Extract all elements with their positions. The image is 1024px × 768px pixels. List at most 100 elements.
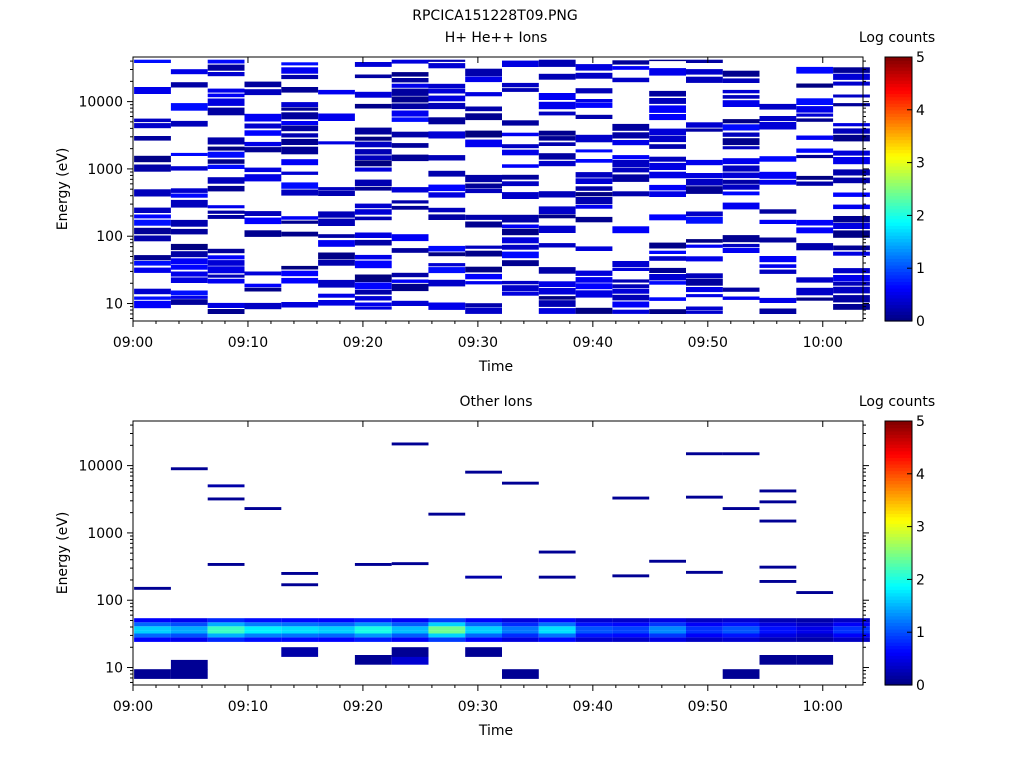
data-cell <box>759 565 797 569</box>
data-cell <box>612 496 650 500</box>
data-cell <box>465 214 502 220</box>
panel-2-plot-frame <box>132 420 864 686</box>
data-cell <box>759 156 797 162</box>
data-cell <box>759 626 797 631</box>
data-cell <box>134 260 171 266</box>
colorbar-segment <box>885 665 912 670</box>
data-cell <box>170 193 208 198</box>
colorbar-segment <box>885 539 912 544</box>
data-cell <box>612 60 650 65</box>
data-cell <box>354 179 392 186</box>
data-cell <box>391 83 429 88</box>
data-cell <box>796 181 834 186</box>
colorbar-segment <box>885 195 912 200</box>
data-cell <box>686 173 723 179</box>
data-cell <box>502 251 539 259</box>
data-cell <box>759 264 797 268</box>
data-cell <box>281 302 319 308</box>
data-cell <box>759 237 797 243</box>
data-cell <box>649 128 686 136</box>
data-cell <box>354 302 392 306</box>
data-cell <box>281 630 319 634</box>
data-cell <box>649 637 686 642</box>
data-cell <box>759 256 797 263</box>
colorbar-segment <box>885 297 912 302</box>
data-cell <box>538 267 576 274</box>
data-cell <box>575 216 613 223</box>
data-cell <box>722 119 760 124</box>
data-cell <box>134 136 171 141</box>
data-cell <box>391 630 429 634</box>
data-cell <box>244 302 282 310</box>
colorbar-segment <box>885 182 912 187</box>
data-cell <box>538 142 576 146</box>
data-cell <box>649 622 686 627</box>
data-cell <box>686 294 723 298</box>
data-cell <box>649 135 686 143</box>
colorbar-segment <box>885 424 912 429</box>
panel-2-ylabel: Energy (eV) <box>55 512 71 595</box>
data-cell <box>575 88 613 94</box>
data-cell <box>612 309 650 314</box>
colorbar-segment <box>885 454 912 458</box>
colorbar-segment <box>885 500 912 505</box>
data-cell <box>759 655 797 665</box>
data-cell <box>391 626 429 631</box>
data-cell <box>281 102 319 108</box>
data-cell <box>465 245 502 249</box>
data-cell <box>612 637 650 642</box>
panel-1-xlabel: Time <box>478 359 513 375</box>
data-cell <box>612 66 650 70</box>
colorbar-tick-label: 3 <box>916 520 925 536</box>
data-cell <box>502 144 539 149</box>
data-cell <box>722 70 760 77</box>
data-cell <box>354 306 392 310</box>
data-cell <box>686 287 723 293</box>
data-cell <box>833 73 870 80</box>
colorbar-segment <box>885 589 912 594</box>
data-cell <box>465 273 502 280</box>
data-cell <box>759 580 797 583</box>
data-cell <box>354 633 392 638</box>
data-cell <box>575 186 613 191</box>
data-cell <box>354 186 392 191</box>
data-cell <box>170 295 208 299</box>
data-cell <box>502 285 539 291</box>
data-cell <box>649 191 686 197</box>
data-cell <box>244 89 282 96</box>
data-cell <box>686 59 723 63</box>
data-cell <box>502 120 539 126</box>
data-cell <box>391 72 429 77</box>
y-tick-label: 1000 <box>87 162 123 178</box>
data-cell <box>354 637 392 642</box>
data-cell <box>428 88 466 94</box>
data-cell <box>538 296 576 300</box>
panel-other-ions: Other Ions Log counts 09:00 09:10 09:20 09:… <box>55 394 935 739</box>
colorbar-segment <box>885 467 912 472</box>
colorbar-segment <box>885 526 912 531</box>
colorbar-segment <box>885 139 912 144</box>
colorbar-segment <box>885 136 912 141</box>
data-cell <box>796 287 834 296</box>
data-cell <box>465 307 502 314</box>
data-cell <box>796 297 834 301</box>
data-cell <box>134 219 171 226</box>
data-cell <box>465 637 502 642</box>
data-cell <box>428 131 466 139</box>
data-cell <box>502 174 539 180</box>
data-cell <box>833 94 870 98</box>
data-cell <box>354 630 392 634</box>
data-cell <box>207 618 245 623</box>
colorbar-segment <box>885 288 912 292</box>
data-cell <box>281 216 319 220</box>
colorbar-segment <box>885 245 912 249</box>
colorbar-segment <box>885 212 912 216</box>
data-cell <box>686 239 723 243</box>
panel-2-colorbar: 0 1 2 3 4 5 <box>884 414 925 694</box>
data-cell <box>502 181 539 187</box>
data-cell <box>612 155 650 160</box>
data-cell <box>649 144 686 149</box>
data-cell <box>170 69 208 75</box>
data-cell <box>575 290 613 298</box>
data-cell <box>796 626 834 631</box>
